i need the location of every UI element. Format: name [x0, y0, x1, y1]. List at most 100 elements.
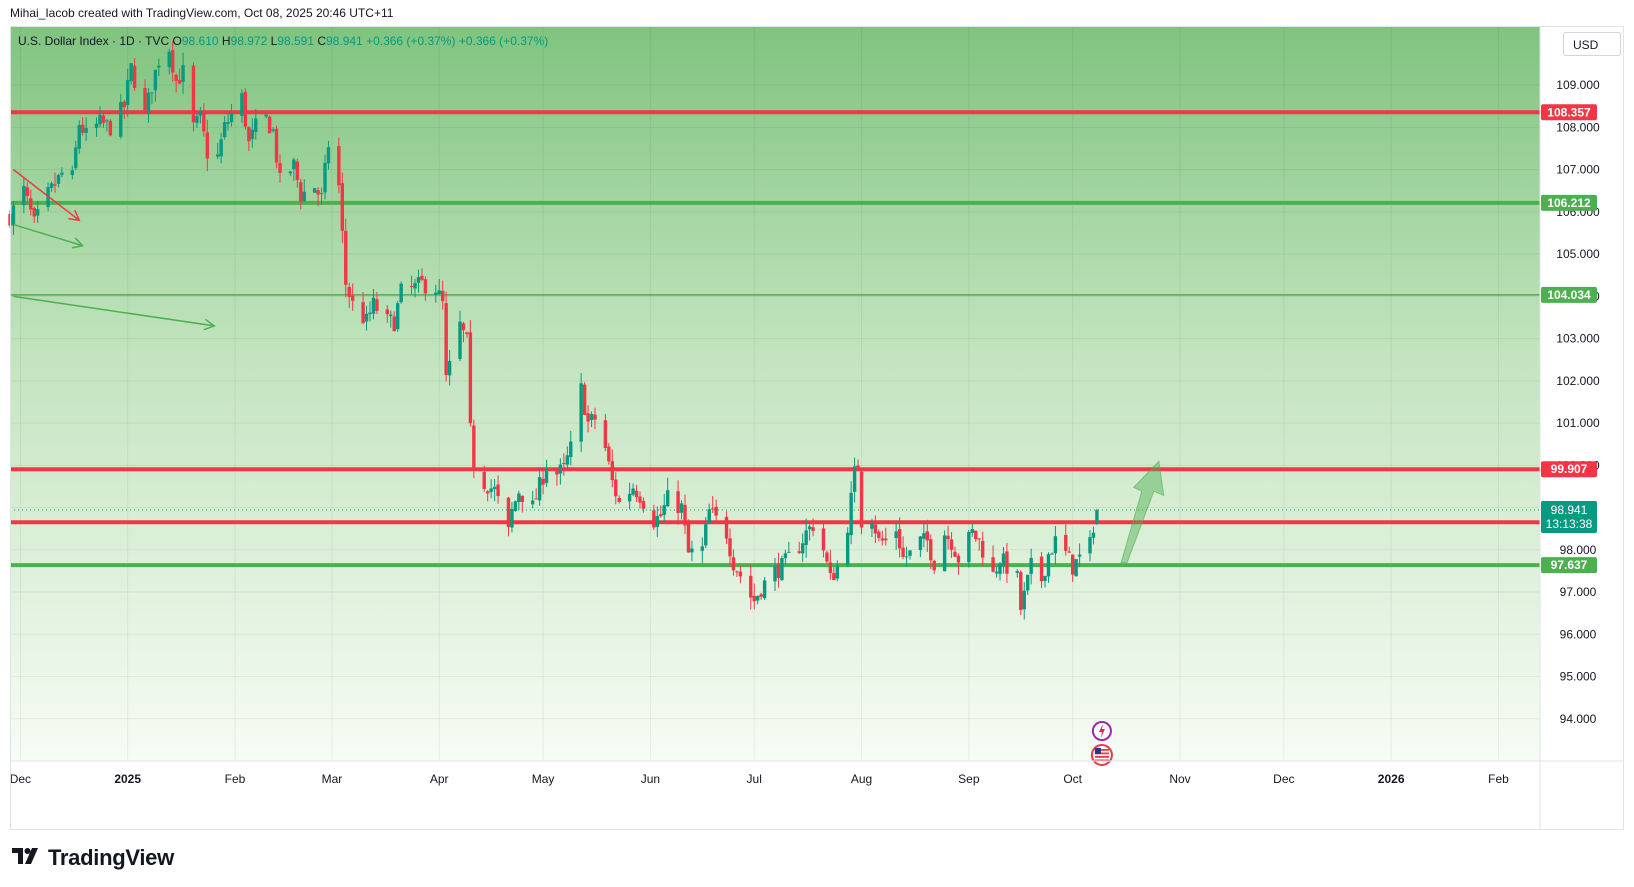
x-tick-label: Sep — [958, 772, 980, 786]
symbol-label[interactable]: U.S. Dollar Index · 1D · TVC — [18, 34, 170, 48]
candle-body — [392, 316, 396, 332]
candle-body — [541, 478, 545, 485]
candle-body — [908, 550, 912, 556]
change-value: +0.366 (+0.37%) — [366, 34, 456, 48]
candle-body — [119, 102, 123, 137]
candle-body — [56, 174, 61, 184]
candle-body — [880, 538, 885, 541]
x-tick-label: Nov — [1169, 772, 1190, 786]
currency-button[interactable]: USD — [1563, 32, 1621, 56]
candle-body — [856, 465, 860, 470]
candle-body — [299, 182, 303, 202]
candle-body — [215, 154, 220, 157]
candle-body — [845, 532, 850, 566]
candle-body — [859, 471, 864, 528]
candle-body — [825, 552, 829, 562]
candle-body — [627, 493, 632, 502]
candle-body — [437, 290, 441, 294]
candle-body — [395, 303, 400, 330]
candle-body — [783, 553, 788, 559]
candle-body — [177, 79, 182, 84]
x-tick-label: Dec — [10, 772, 31, 786]
tradingview-brand[interactable]: TradingView — [12, 845, 174, 871]
candle-body — [461, 323, 466, 331]
candle-body — [1001, 553, 1006, 566]
candle-body — [157, 65, 161, 68]
candle-body — [797, 551, 801, 553]
candle-body — [676, 491, 680, 513]
candle-body — [1046, 554, 1051, 577]
candle-body — [811, 527, 815, 531]
candle-body — [125, 79, 130, 106]
candle-body — [520, 495, 525, 502]
candle-body — [1074, 559, 1078, 577]
candle-body — [101, 115, 106, 123]
chart-frame — [10, 26, 1624, 830]
candle-body — [1095, 510, 1099, 525]
candle-body — [146, 92, 151, 112]
candle-body — [153, 69, 158, 91]
candle-body — [852, 466, 857, 492]
candle-body — [295, 161, 300, 181]
candle-body — [1022, 590, 1026, 610]
candle-body — [804, 530, 808, 546]
candle-body — [53, 184, 57, 186]
candle-body — [22, 185, 26, 206]
candle-body — [278, 163, 282, 173]
candle-body — [1015, 571, 1020, 573]
low-label: L — [270, 34, 278, 48]
candle-body — [942, 535, 947, 572]
close-label: C — [317, 34, 327, 48]
candle-body — [226, 122, 230, 124]
candle-body — [219, 139, 223, 157]
high-value: 98.972 — [230, 34, 268, 48]
candle-body — [759, 594, 763, 597]
x-tick-label: Feb — [1488, 772, 1509, 786]
candle-body — [991, 557, 995, 572]
candle-body — [929, 539, 933, 561]
candle-body — [323, 162, 327, 193]
candle-body — [932, 560, 936, 571]
candle-body — [558, 464, 563, 474]
candle-body — [700, 546, 705, 551]
candle-body — [274, 128, 279, 163]
level-price-tag — [1541, 104, 1597, 121]
flag-stripe — [1094, 749, 1109, 751]
candle-body — [181, 65, 185, 82]
candle-body — [544, 470, 549, 483]
candle-body — [517, 493, 521, 503]
candles — [8, 41, 1099, 620]
candle-body — [731, 557, 736, 571]
candle-body — [70, 170, 75, 175]
candle-body — [904, 556, 909, 558]
candle-body — [254, 118, 258, 133]
candle-body — [728, 538, 732, 557]
time-axis[interactable]: Dec 2025 Feb Mar Apr May Jun Jul Aug Sep Oct Nov Dec… — [10, 772, 1509, 786]
candle-body — [29, 198, 33, 210]
us-flag-event-icon — [1090, 744, 1113, 766]
candle-body — [444, 303, 448, 376]
candle-body — [1077, 554, 1082, 557]
y-tick-label: 96.000 — [1560, 627, 1597, 641]
candle-body — [288, 171, 293, 174]
candle-body — [707, 509, 711, 524]
level-price-text: 104.034 — [1547, 288, 1591, 302]
candle-body — [752, 595, 756, 602]
candle-body — [122, 101, 126, 108]
candle-body — [780, 558, 784, 581]
candle-body — [870, 523, 874, 529]
drawing-arrows — [13, 169, 1165, 563]
y-tick-label: 95.000 — [1560, 670, 1597, 684]
candle-body — [198, 111, 203, 116]
candle-body — [506, 497, 511, 528]
candle-body — [340, 183, 345, 231]
x-tick-label: 2026 — [1378, 772, 1405, 786]
candle-body — [350, 295, 355, 301]
candle-body — [884, 538, 888, 541]
candle-body — [537, 477, 542, 501]
candle-body — [690, 548, 694, 553]
candle-body — [364, 313, 369, 322]
candle-body — [530, 500, 535, 505]
event-markers[interactable] — [1090, 721, 1113, 766]
